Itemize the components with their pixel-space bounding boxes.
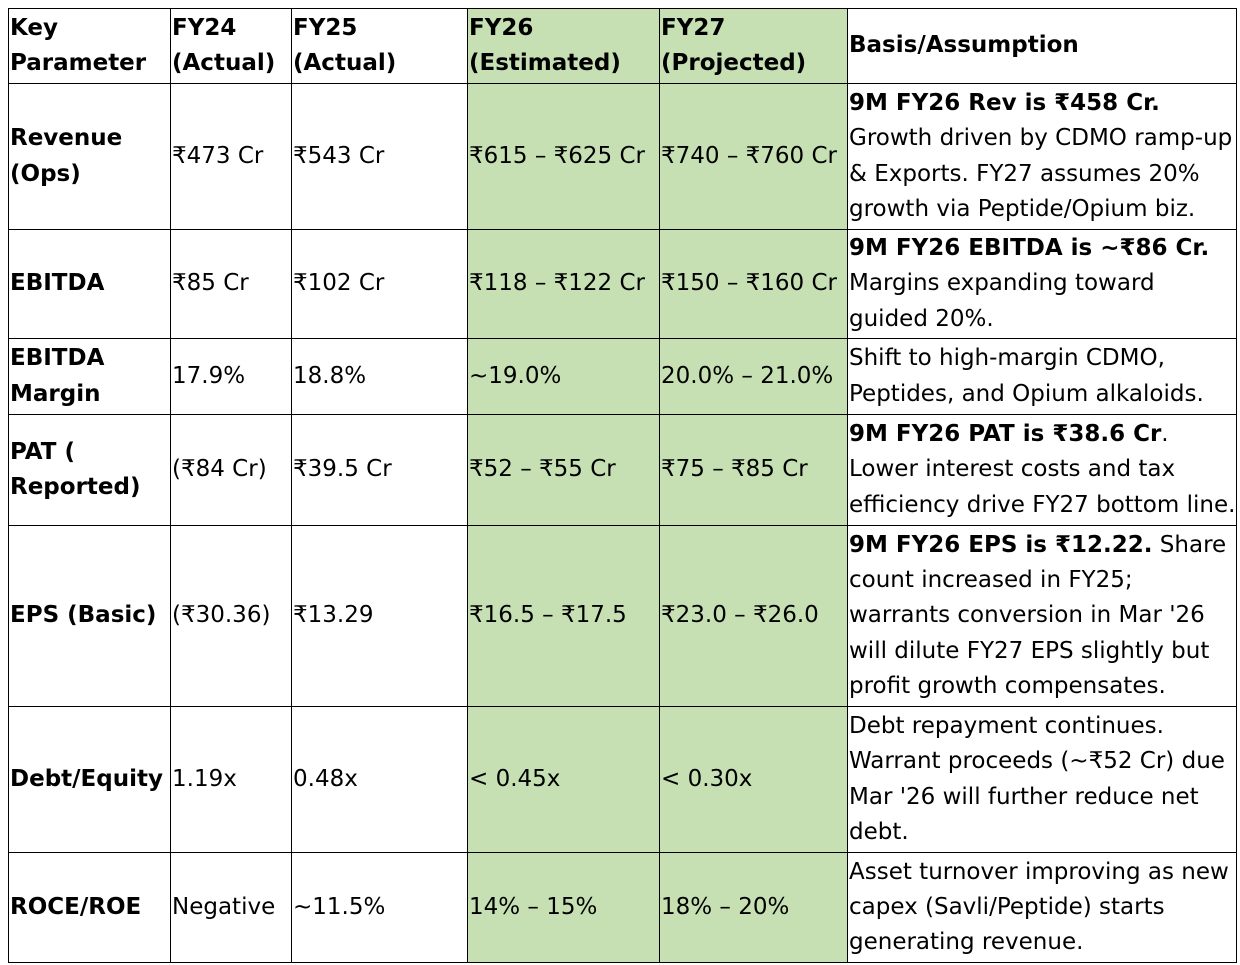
cell-fy24: (₹84 Cr) — [170, 414, 292, 526]
clipped-caption-remnant — [0, 0, 1240, 8]
table-row: ROCE/ROE Negative ~11.5% 14% – 15% 18% –… — [8, 852, 1237, 963]
cell-fy27: ₹75 – ₹85 Cr — [659, 414, 848, 526]
table-row: PAT ( Reported) (₹84 Cr) ₹39.5 Cr ₹52 – … — [8, 414, 1237, 526]
cell-fy27: 20.0% – 21.0% — [659, 338, 848, 415]
header-row: Key Parameter FY24 (Actual) FY25 (Actual… — [8, 8, 1237, 84]
table-row: Debt/Equity 1.19x 0.48x < 0.45x < 0.30x … — [8, 706, 1237, 853]
cell-fy26: ₹52 – ₹55 Cr — [467, 414, 660, 526]
basis-highlight: 9M FY26 PAT is ₹38.6 Cr — [849, 421, 1162, 448]
basis-highlight: 9M FY26 Rev is ₹458 Cr. — [849, 90, 1160, 117]
basis-text: Asset turnover improving as new capex (S… — [849, 858, 1229, 956]
header-fy24: FY24 (Actual) — [170, 8, 292, 84]
table-row: EPS (Basic) (₹30.36) ₹13.29 ₹16.5 – ₹17.… — [8, 525, 1237, 707]
cell-fy27: ₹740 – ₹760 Cr — [659, 83, 848, 230]
header-fy25: FY25 (Actual) — [291, 8, 468, 84]
cell-basis: 9M FY26 EBITDA is ~₹86 Cr. Margins expan… — [847, 229, 1237, 339]
cell-fy25: ₹13.29 — [291, 525, 468, 707]
cell-fy27: 18% – 20% — [659, 852, 848, 963]
cell-fy25: 0.48x — [291, 706, 468, 853]
table-row: EBITDA Margin 17.9% 18.8% ~19.0% 20.0% –… — [8, 338, 1237, 415]
cell-fy26: < 0.45x — [467, 706, 660, 853]
cell-fy27: ₹23.0 – ₹26.0 — [659, 525, 848, 707]
basis-text: Share count increased in FY25; warrants … — [849, 531, 1227, 699]
basis-highlight: 9M FY26 EBITDA is ~₹86 Cr. — [849, 235, 1210, 262]
cell-fy25: ₹543 Cr — [291, 83, 468, 230]
cell-fy27: ₹150 – ₹160 Cr — [659, 229, 848, 339]
cell-fy25: ₹39.5 Cr — [291, 414, 468, 526]
basis-text: Margins expanding toward guided 20%. — [849, 270, 1155, 332]
basis-highlight: 9M FY26 EPS is ₹12.22. — [849, 531, 1153, 558]
table-row: EBITDA ₹85 Cr ₹102 Cr ₹118 – ₹122 Cr ₹15… — [8, 229, 1237, 339]
header-fy26: FY26 (Estimated) — [467, 8, 660, 84]
cell-fy24: ₹85 Cr — [170, 229, 292, 339]
cell-fy26: ₹615 – ₹625 Cr — [467, 83, 660, 230]
row-param: ROCE/ROE — [8, 852, 171, 963]
row-param: PAT ( Reported) — [8, 414, 171, 526]
row-param: Revenue (Ops) — [8, 83, 171, 230]
cell-fy25: ~11.5% — [291, 852, 468, 963]
cell-fy24: 1.19x — [170, 706, 292, 853]
basis-text: . Lower interest costs and tax efficienc… — [849, 421, 1236, 518]
cell-basis: Shift to high-margin CDMO, Peptides, and… — [847, 338, 1237, 415]
financial-projections-table: Key Parameter FY24 (Actual) FY25 (Actual… — [8, 8, 1237, 963]
cell-fy24: ₹473 Cr — [170, 83, 292, 230]
table-row: Revenue (Ops) ₹473 Cr ₹543 Cr ₹615 – ₹62… — [8, 83, 1237, 230]
cell-basis: 9M FY26 Rev is ₹458 Cr. Growth driven by… — [847, 83, 1237, 230]
cell-fy24: 17.9% — [170, 338, 292, 415]
cell-basis: Asset turnover improving as new capex (S… — [847, 852, 1237, 963]
row-param: EBITDA — [8, 229, 171, 339]
header-basis: Basis/Assumption — [847, 8, 1237, 84]
cell-fy24: Negative — [170, 852, 292, 963]
cell-fy25: ₹102 Cr — [291, 229, 468, 339]
cell-fy26: ₹16.5 – ₹17.5 — [467, 525, 660, 707]
cell-fy25: 18.8% — [291, 338, 468, 415]
row-param: EPS (Basic) — [8, 525, 171, 707]
basis-text: Shift to high-margin CDMO, Peptides, and… — [849, 345, 1204, 407]
cell-fy24: (₹30.36) — [170, 525, 292, 707]
row-param: EBITDA Margin — [8, 338, 171, 415]
cell-basis: 9M FY26 PAT is ₹38.6 Cr. Lower interest … — [847, 414, 1237, 526]
header-key-parameter: Key Parameter — [8, 8, 171, 84]
cell-fy27: < 0.30x — [659, 706, 848, 853]
cell-fy26: 14% – 15% — [467, 852, 660, 963]
basis-text: Debt repayment continues. Warrant procee… — [849, 713, 1225, 845]
cell-basis: Debt repayment continues. Warrant procee… — [847, 706, 1237, 853]
header-fy27: FY27 (Projected) — [659, 8, 848, 84]
basis-text: Growth driven by CDMO ramp-up & Exports.… — [849, 125, 1233, 222]
cell-fy26: ~19.0% — [467, 338, 660, 415]
cell-basis: 9M FY26 EPS is ₹12.22. Share count incre… — [847, 525, 1237, 707]
cell-fy26: ₹118 – ₹122 Cr — [467, 229, 660, 339]
row-param: Debt/Equity — [8, 706, 171, 853]
